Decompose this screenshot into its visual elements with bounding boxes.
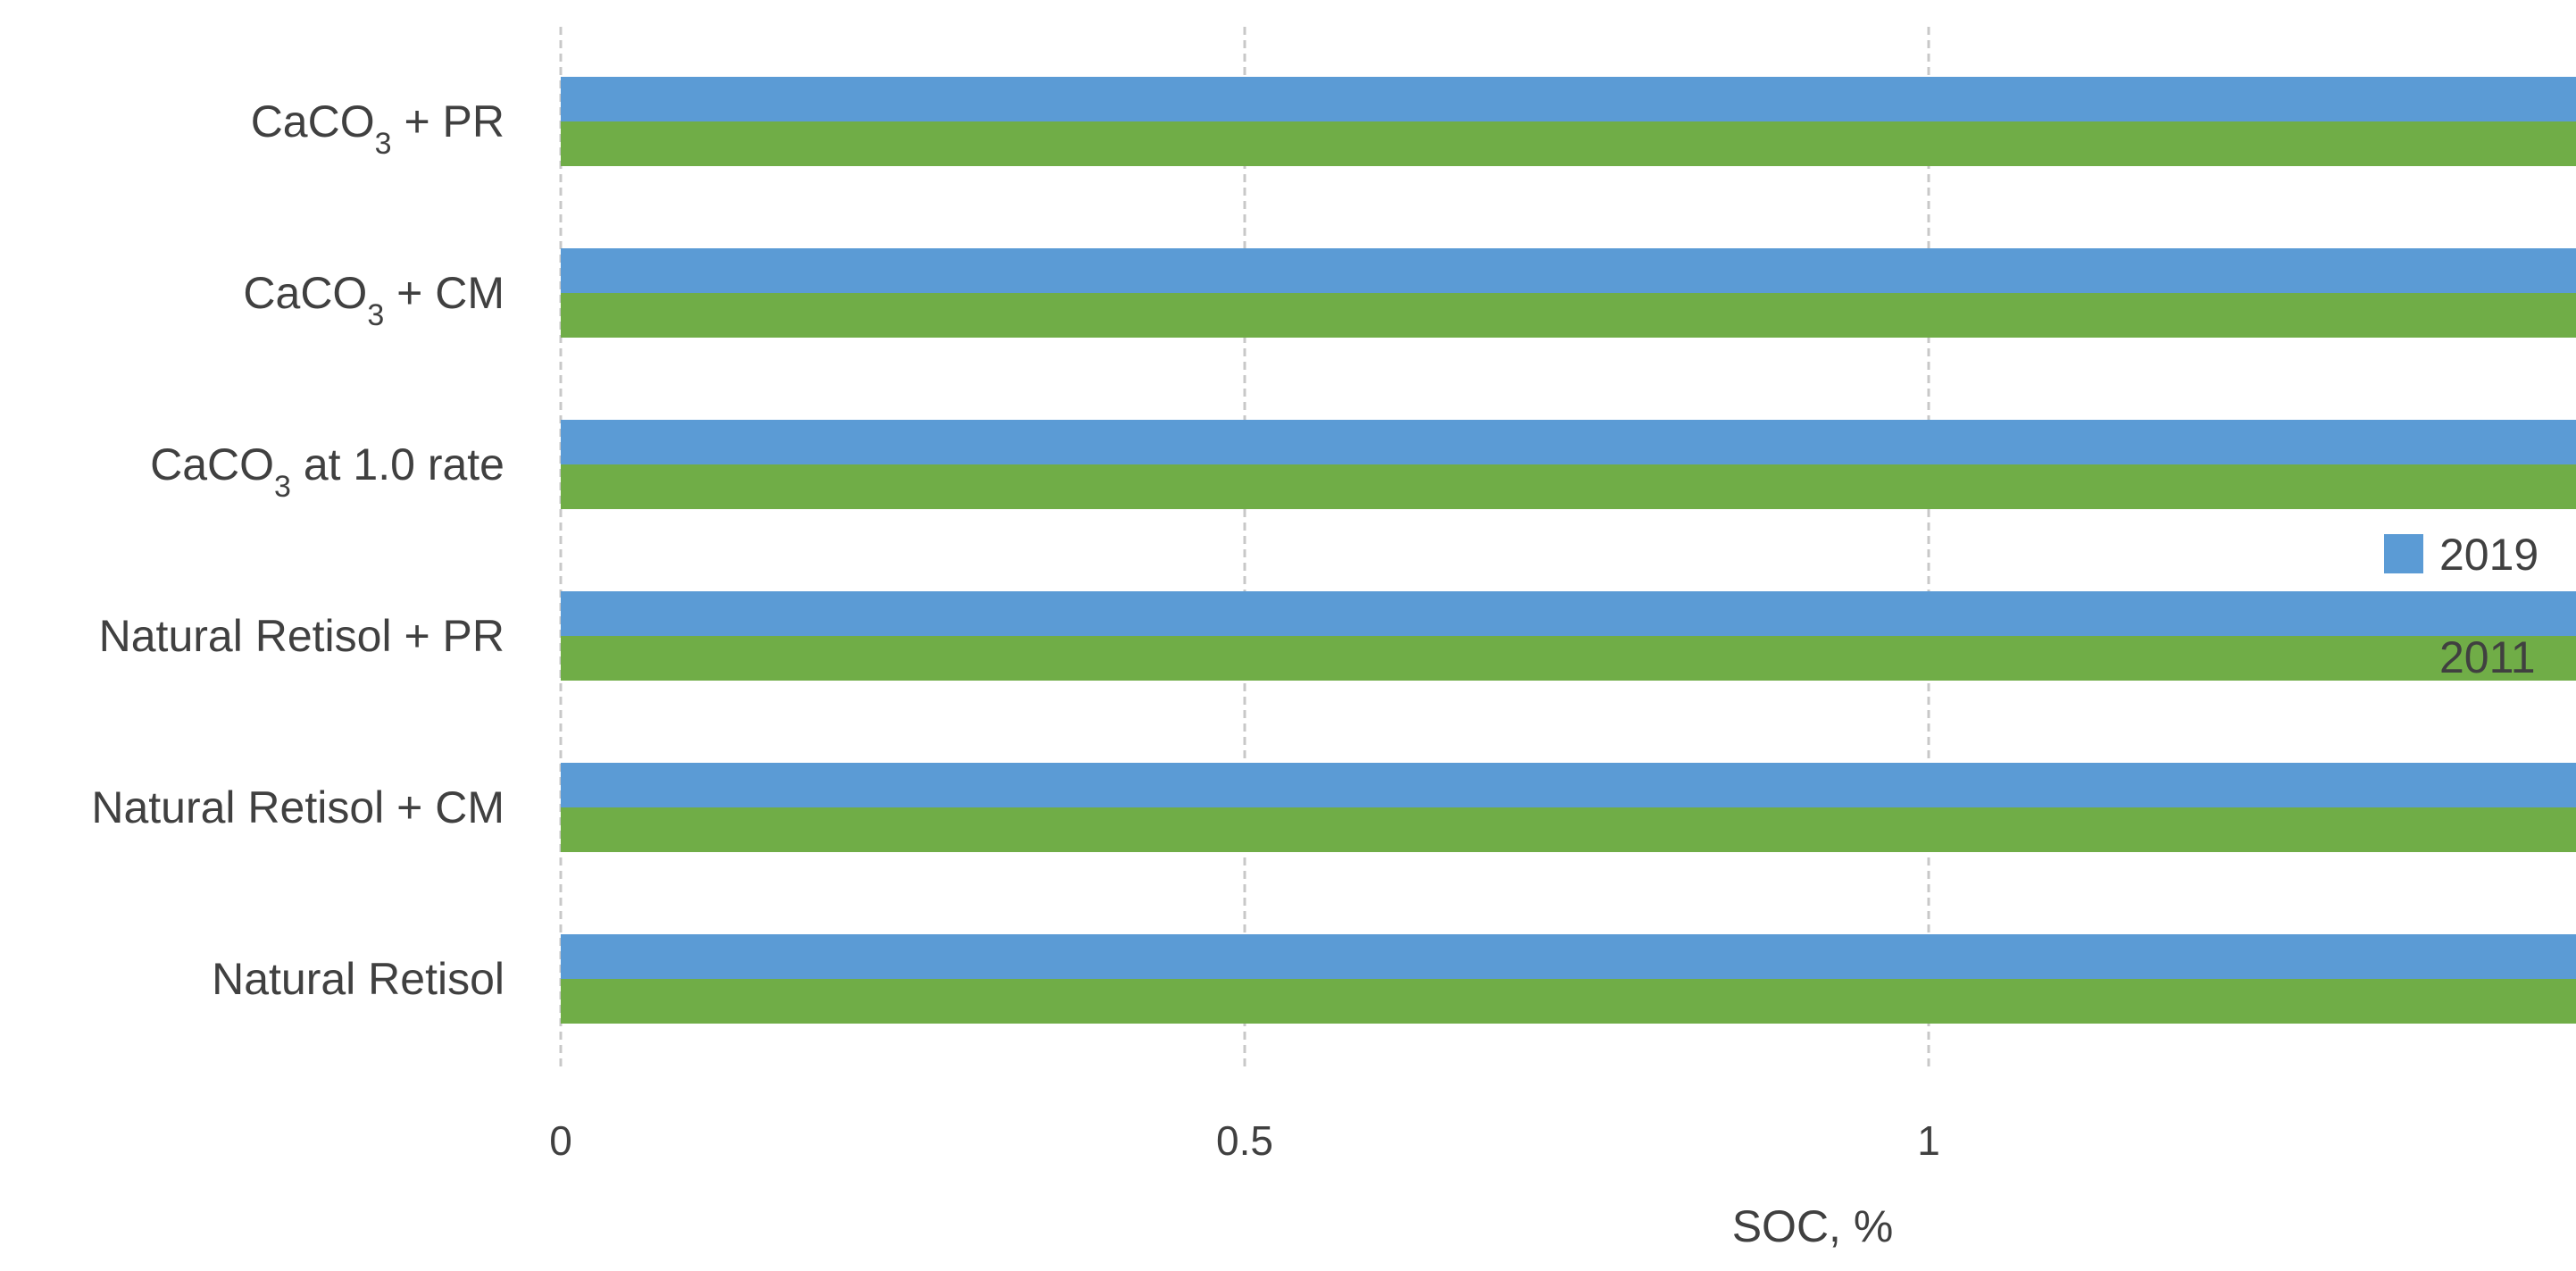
gridlines [559, 27, 1930, 1072]
category-label: Natural Retisol [212, 954, 504, 1004]
category-label: CaCO3 + CM [243, 268, 504, 332]
bar-2019 [561, 934, 2576, 979]
legend: 2019 2011 [2384, 530, 2538, 682]
legend-swatch [2384, 637, 2423, 676]
x-axis-label: SOC, % [1732, 1201, 1894, 1251]
x-tick-label: 1 [1917, 1117, 1940, 1164]
category-label: Natural Retisol + PR [99, 611, 504, 661]
bar-2011 [561, 293, 2576, 338]
category-label: CaCO3 at 1.0 rate [150, 439, 504, 504]
legend-label: 2011 [2439, 632, 2536, 682]
x-tick-label: 0 [549, 1117, 572, 1164]
legend-label: 2019 [2439, 530, 2538, 580]
bar-2019 [561, 591, 2576, 636]
category-label: CaCO3 + PR [251, 96, 504, 161]
bar-2011 [561, 979, 2576, 1024]
category-label: Natural Retisol + CM [91, 782, 504, 832]
bar-2011 [561, 807, 2576, 852]
x-tick-label: 0.5 [1216, 1117, 1273, 1164]
x-tick-labels: 00.511.522.5 [549, 1117, 1940, 1164]
bar-2011 [561, 464, 2576, 509]
bar-2019 [561, 420, 2576, 464]
bar-2011 [561, 636, 2576, 681]
legend-swatch [2384, 534, 2423, 573]
bar-2011 [561, 121, 2576, 166]
category-labels: Natural Retisol Natural Retisol + CM Natur… [91, 96, 504, 1004]
bar-2019 [561, 77, 2576, 121]
bar-2019 [561, 248, 2576, 293]
bar-2019 [561, 763, 2576, 807]
bars [561, 77, 2576, 1024]
